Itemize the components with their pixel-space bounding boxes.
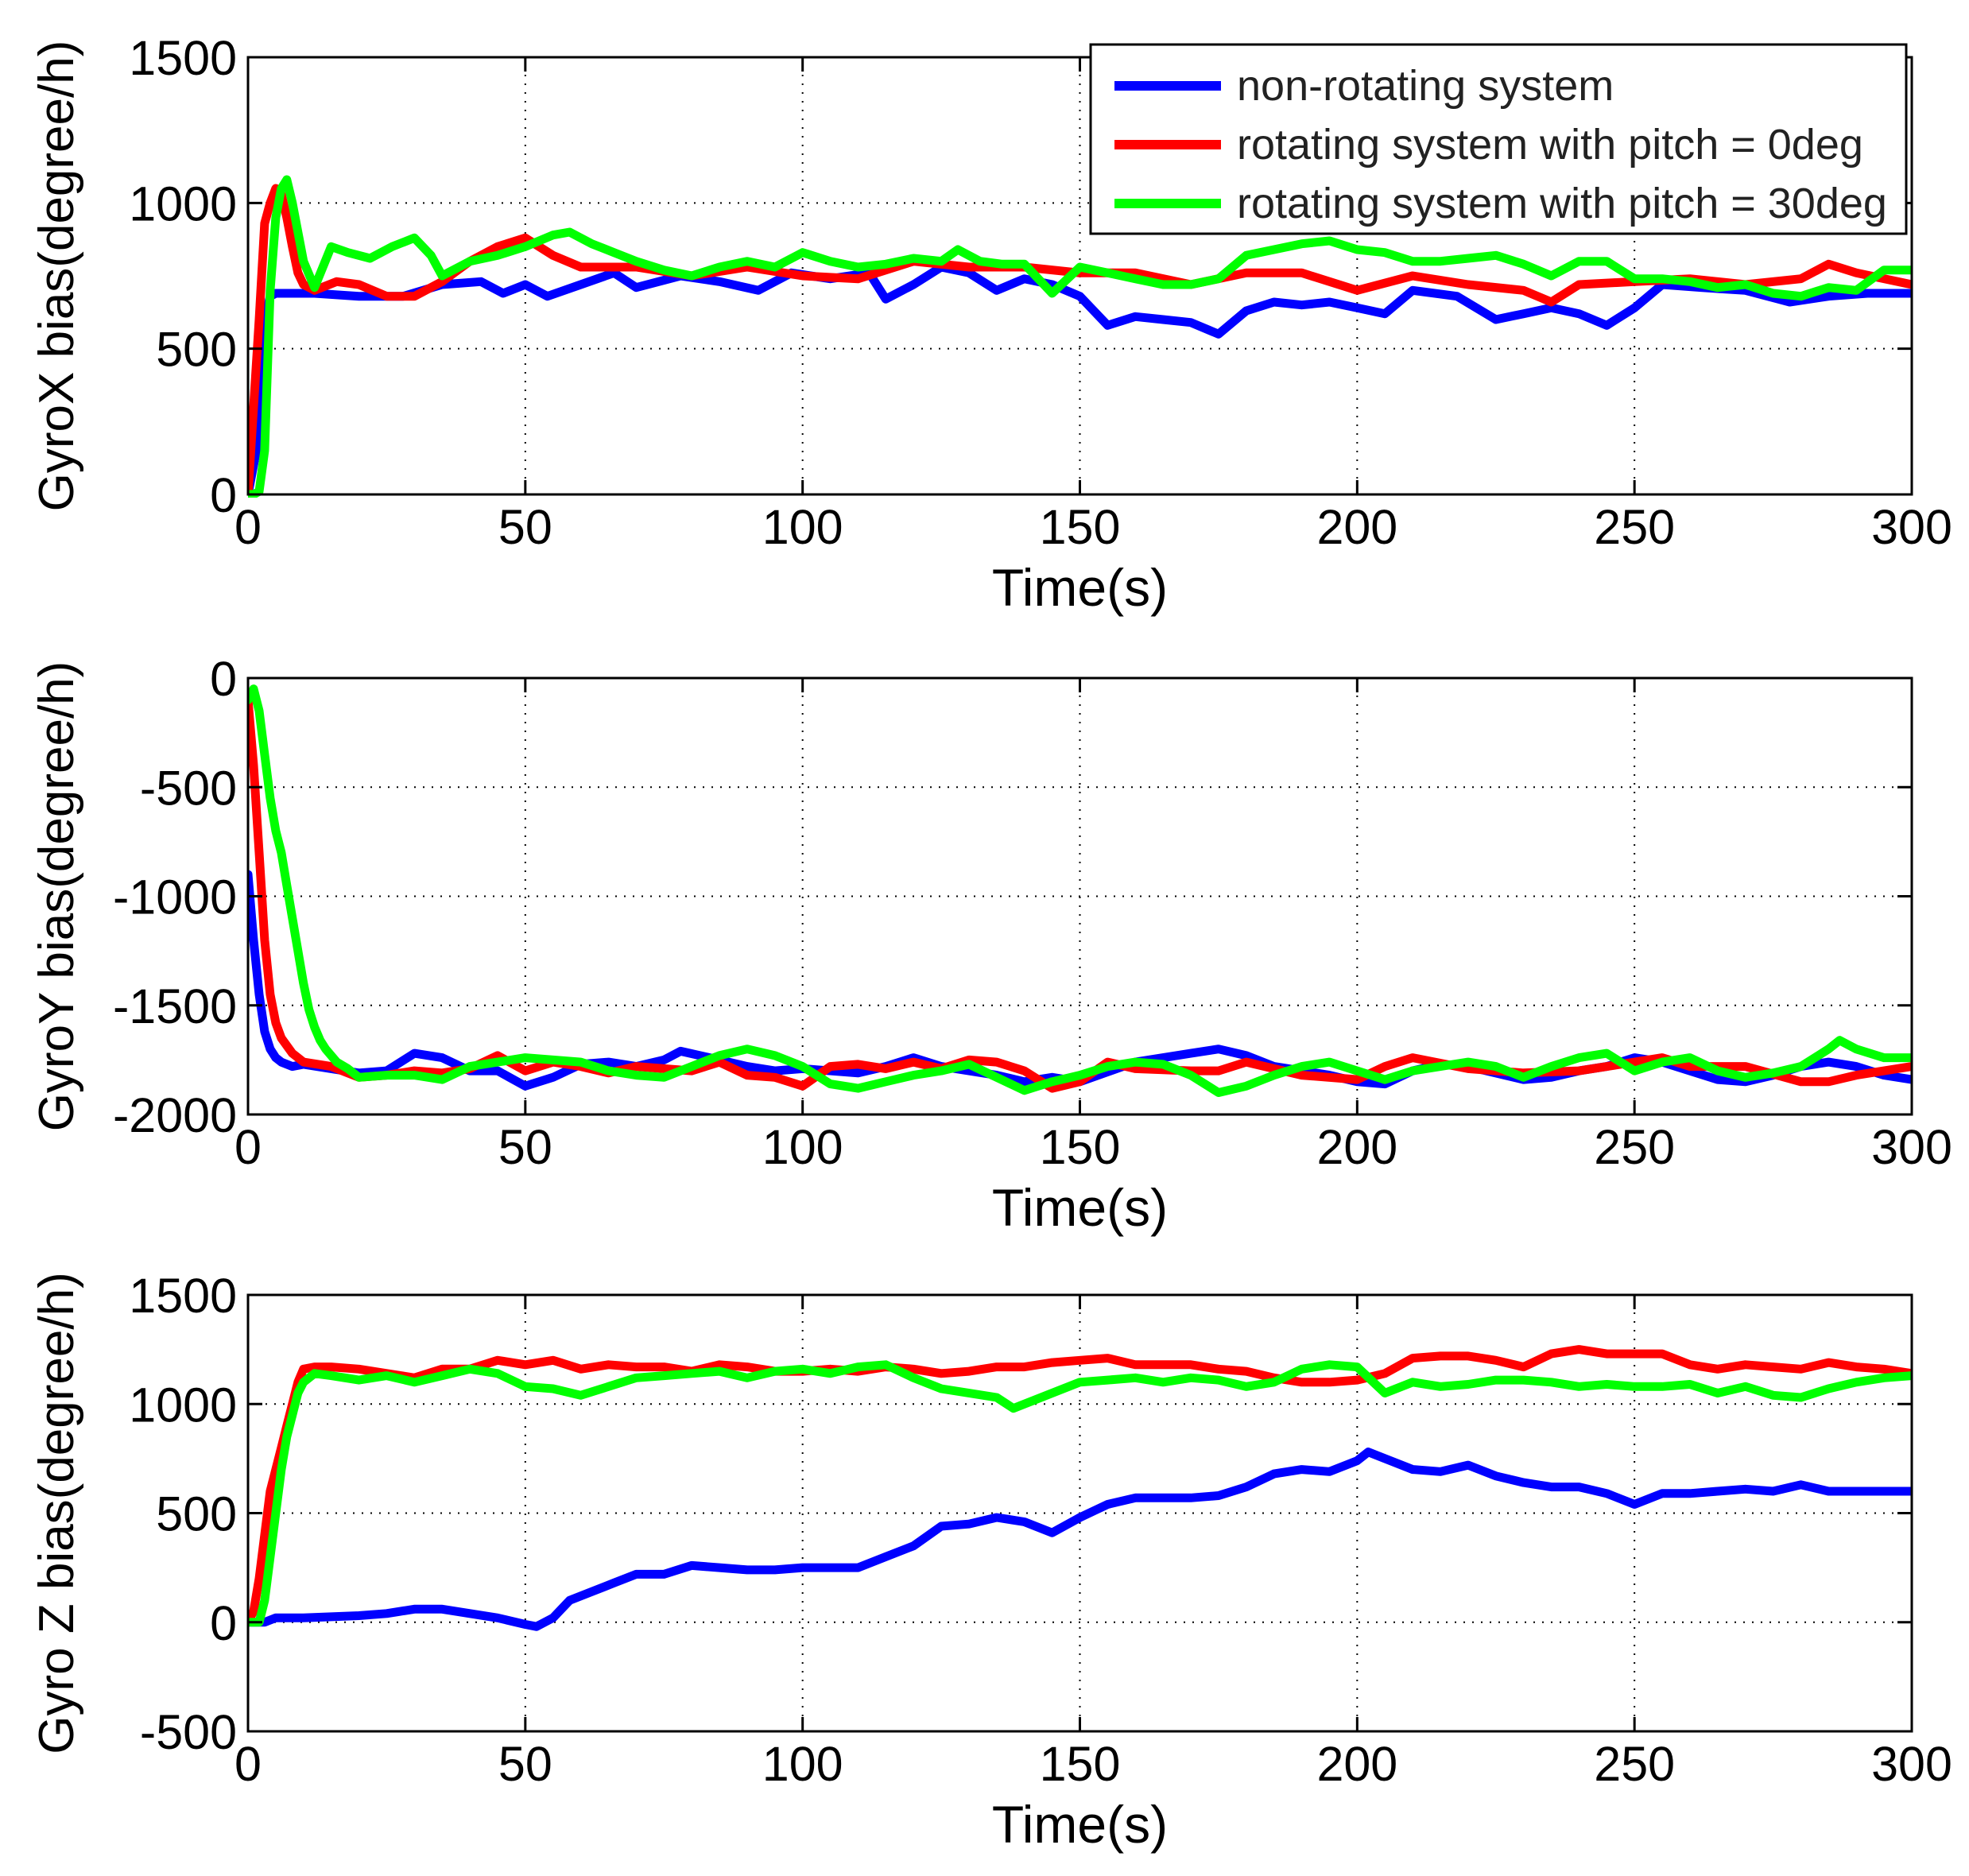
x-axis-label: Time(s) bbox=[992, 1178, 1168, 1237]
x-tick-label: 0 bbox=[234, 500, 262, 554]
x-tick-label: 200 bbox=[1316, 1737, 1397, 1791]
series-line-non-rotating-system bbox=[248, 262, 1912, 498]
y-tick-label: 1000 bbox=[129, 1378, 237, 1432]
panel-1: 0 50 100 150 200 250 300 0 500 1000 1500 Time(s) Gyr… bbox=[29, 31, 1952, 617]
series-line-rotating-system-with-pitch-0deg bbox=[248, 184, 1912, 498]
x-tick-label: 150 bbox=[1040, 500, 1121, 554]
y-tick-label: 500 bbox=[156, 1487, 237, 1541]
x-tick-label: 50 bbox=[498, 1120, 552, 1174]
x-tick-label: 50 bbox=[498, 1737, 552, 1791]
legend-label: non-rotating system bbox=[1237, 62, 1614, 110]
legend: non-rotating system rotating system with … bbox=[1089, 43, 1908, 235]
y-tick-label: -500 bbox=[140, 1705, 237, 1759]
y-axis-label: GyroX bias(degree/h) bbox=[29, 41, 84, 512]
y-axis-label: Gyro Z bias(degree/h) bbox=[29, 1272, 84, 1754]
x-tick-label: 200 bbox=[1316, 500, 1397, 554]
x-axis-label: Time(s) bbox=[992, 1795, 1168, 1854]
x-tick-label: 100 bbox=[762, 500, 843, 554]
y-tick-label: 1500 bbox=[129, 31, 237, 85]
series-group bbox=[248, 1345, 1912, 1631]
legend-label: rotating system with pitch = 0deg bbox=[1237, 121, 1863, 169]
x-tick-label: 200 bbox=[1316, 1120, 1397, 1174]
panel-2: 0 50 100 150 200 250 300 -2000 -1500 -1000 -500 0 Ti… bbox=[29, 652, 1952, 1237]
y-tick-label: 500 bbox=[156, 323, 237, 377]
x-tick-label: 50 bbox=[498, 500, 552, 554]
y-tick-label: -1000 bbox=[113, 870, 237, 924]
x-tick-label: 150 bbox=[1040, 1737, 1121, 1791]
legend-label: rotating system with pitch = 30deg bbox=[1237, 180, 1887, 227]
series-line-rotating-system-with-pitch-30deg bbox=[248, 1360, 1912, 1627]
y-tick-label: -1500 bbox=[113, 979, 237, 1033]
y-tick-label: -2000 bbox=[113, 1088, 237, 1142]
x-tick-label: 100 bbox=[762, 1120, 843, 1174]
legend-box bbox=[1089, 43, 1908, 235]
y-tick-label: 0 bbox=[210, 468, 237, 522]
y-tick-label: 1000 bbox=[129, 176, 237, 231]
series-group bbox=[248, 175, 1912, 498]
series-line-non-rotating-system bbox=[248, 1448, 1912, 1631]
y-tick-label: -500 bbox=[140, 761, 237, 815]
y-tick-label: 1500 bbox=[129, 1269, 237, 1323]
panel-3: 0 50 100 150 200 250 300-500050010001500Time(s… bbox=[29, 1269, 1952, 1854]
x-tick-label: 300 bbox=[1871, 1737, 1952, 1791]
y-tick-label: 0 bbox=[210, 1596, 237, 1650]
series-group bbox=[248, 684, 1912, 1097]
x-tick-label: 250 bbox=[1594, 1737, 1675, 1791]
series-line-rotating-system-with-pitch-30deg bbox=[248, 175, 1912, 498]
x-tick-label: 250 bbox=[1594, 500, 1675, 554]
x-tick-label: 250 bbox=[1594, 1120, 1675, 1174]
series-line-rotating-system-with-pitch-0deg bbox=[248, 1345, 1912, 1627]
x-axis-label: Time(s) bbox=[992, 558, 1168, 617]
x-tick-label: 300 bbox=[1871, 500, 1952, 554]
x-tick-label: 100 bbox=[762, 1737, 843, 1791]
series-line-rotating-system-with-pitch-30deg bbox=[248, 684, 1912, 1097]
x-tick-label: 150 bbox=[1040, 1120, 1121, 1174]
y-tick-label: 0 bbox=[210, 652, 237, 706]
x-tick-label: 0 bbox=[234, 1737, 262, 1791]
x-tick-label: 300 bbox=[1871, 1120, 1952, 1174]
y-axis-label: GyroY bias(degree/h) bbox=[29, 661, 84, 1132]
x-tick-label: 0 bbox=[234, 1120, 262, 1174]
